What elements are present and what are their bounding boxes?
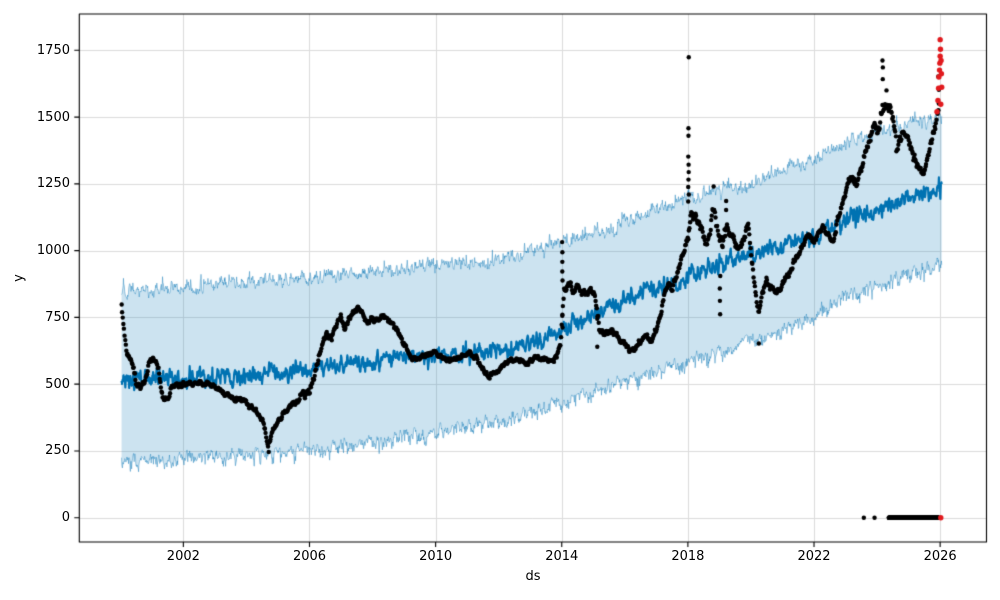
y-axis-label: y bbox=[11, 274, 27, 282]
y-tick-label: 500 bbox=[45, 376, 70, 392]
y-tick-label: 1000 bbox=[36, 243, 70, 259]
y-tick-label: 250 bbox=[45, 443, 70, 459]
y-tick-label: 750 bbox=[45, 309, 70, 325]
x-tick-label: 2006 bbox=[292, 549, 327, 564]
y-tick-label: 0 bbox=[61, 510, 70, 526]
y-tick-label: 1500 bbox=[36, 109, 70, 125]
x-tick-label: 2010 bbox=[419, 549, 453, 564]
x-tick-label: 2014 bbox=[545, 549, 579, 564]
x-axis-label: ds bbox=[525, 569, 541, 584]
y-tick-label: 1750 bbox=[36, 42, 70, 58]
x-tick-label: 2026 bbox=[923, 549, 957, 564]
x-tick-label: 2002 bbox=[166, 549, 200, 564]
x-tick-label: 2018 bbox=[671, 549, 705, 564]
y-tick-label: 1250 bbox=[36, 176, 70, 192]
x-tick-label: 2022 bbox=[797, 549, 831, 564]
